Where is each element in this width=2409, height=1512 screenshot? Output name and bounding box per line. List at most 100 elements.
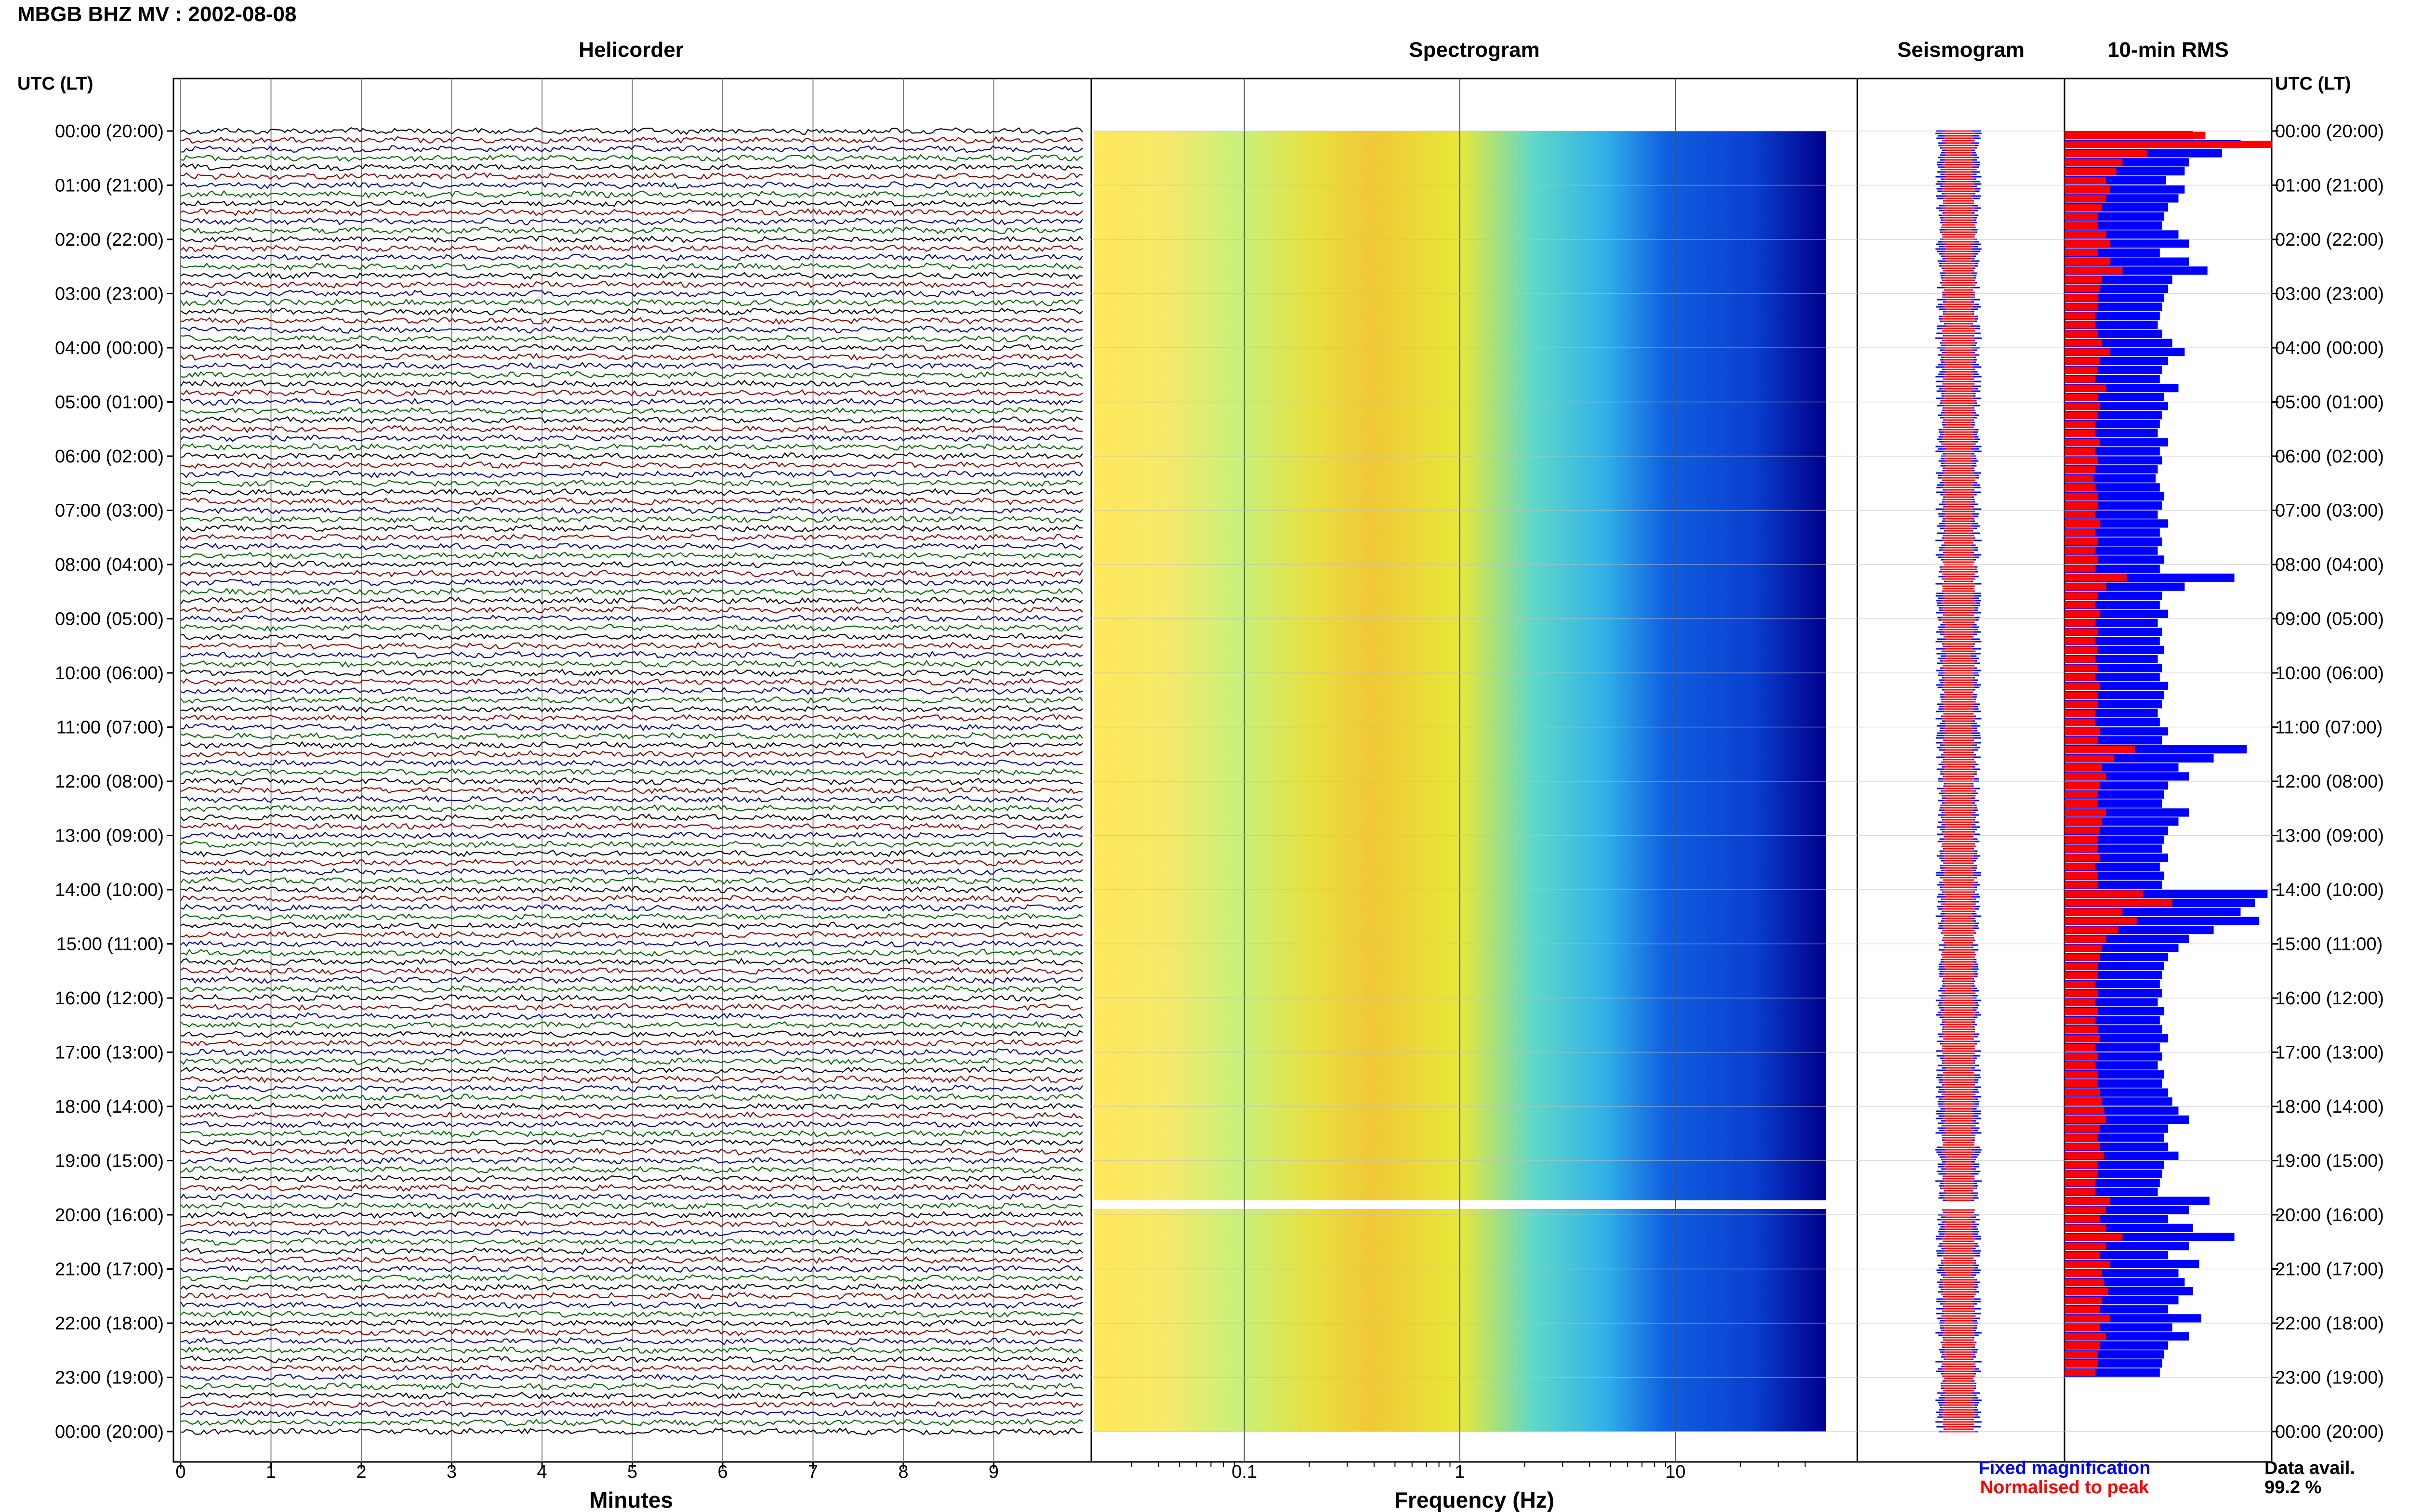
rms-bar-normalised	[2065, 890, 2144, 898]
hour-label-left: 13:00 (09:00)	[55, 826, 164, 846]
rms-bar-normalised	[2065, 231, 2106, 238]
helicorder-trace	[180, 425, 1083, 434]
rms-bar-normalised	[2065, 1324, 2100, 1331]
hour-label-left: 23:00 (19:00)	[55, 1368, 164, 1388]
rms-bar-normalised	[2065, 1161, 2098, 1169]
helicorder-trace	[180, 596, 1083, 605]
helicorder-trace	[180, 976, 1083, 984]
rms-bar-normalised	[2065, 439, 2100, 446]
rms-bar-normalised	[2065, 845, 2098, 853]
helicorder-trace	[180, 651, 1083, 659]
helicorder-trace	[180, 1409, 1083, 1418]
rms-bar-normalised	[2065, 375, 2096, 383]
rms-bar-normalised	[2065, 150, 2147, 157]
hour-label-left: 09:00 (05:00)	[55, 609, 164, 630]
rms-bar-normalised	[2065, 249, 2098, 256]
rms-bar-normalised	[2065, 493, 2098, 500]
helicorder-trace	[180, 1012, 1083, 1020]
rms-bar-normalised	[2065, 664, 2098, 672]
helicorder-trace	[180, 1075, 1083, 1084]
hour-label-left: 12:00 (08:00)	[55, 772, 164, 792]
helicorder-trace	[180, 904, 1083, 912]
rms-bar-normalised	[2065, 800, 2098, 807]
rms-bar-normalised	[2065, 1017, 2096, 1024]
helicorder-trace	[180, 1328, 1083, 1337]
helicorder-trace	[180, 452, 1083, 460]
hour-label-right: 13:00 (09:00)	[2275, 826, 2384, 846]
spectrogram-title: Spectrogram	[1409, 38, 1539, 62]
rms-bar-normalised	[2065, 1107, 2104, 1115]
helicorder-trace	[180, 515, 1083, 524]
time-axis-labels: 00:00 (20:00) 00:00 (20:00) 01:00 (21:00) 0…	[55, 121, 2384, 1442]
rms-bar-normalised	[2065, 258, 2110, 265]
helicorder-trace	[180, 533, 1083, 542]
helicorder-trace	[180, 497, 1083, 506]
rms-bar-normalised	[2065, 312, 2096, 320]
helicorder-trace	[181, 777, 1083, 786]
rms-bar-normalised	[2065, 881, 2098, 889]
rms-bar-normalised	[2065, 1134, 2098, 1142]
rms-bar-normalised	[2065, 583, 2106, 591]
rms-bar-normalised	[2065, 330, 2098, 338]
helicorder-trace	[180, 1139, 1083, 1147]
station-title: MBGB BHZ MV : 2002-08-08	[17, 2, 296, 26]
helicorder-trace	[180, 1193, 1083, 1201]
hour-label-left: 08:00 (04:00)	[55, 555, 164, 575]
helicorder-trace	[180, 1156, 1083, 1165]
helicorder-trace	[180, 1355, 1083, 1364]
helicorder-trace	[180, 479, 1083, 487]
hour-label-left: 10:00 (06:00)	[55, 663, 164, 684]
helicorder-trace	[180, 1373, 1083, 1381]
rms-bar-normalised	[2065, 168, 2117, 175]
seismogram-panel	[1856, 78, 2065, 1463]
helicorder-trace	[180, 921, 1083, 930]
rms-bar-normalised	[2065, 204, 2102, 211]
right-axis-header: UTC (LT)	[2275, 74, 2351, 94]
rms-bar-normalised	[2065, 276, 2102, 284]
helicorder-trace	[180, 876, 1083, 885]
left-axis-header: UTC (LT)	[17, 74, 93, 94]
helicorder-trace	[180, 868, 1083, 876]
spectrogram-panel: 0.1 1 10	[1090, 78, 1858, 1482]
helicorder-trace	[180, 127, 1083, 135]
rms-bar-normalised	[2065, 637, 2096, 645]
hour-label-left: 21:00 (17:00)	[55, 1260, 164, 1280]
helicorder-trace	[180, 1057, 1083, 1065]
rms-bar-normalised	[2065, 1152, 2104, 1159]
helicorder-trace	[180, 696, 1083, 704]
rms-bar-normalised	[2065, 719, 2096, 726]
hour-label-right: 18:00 (14:00)	[2275, 1097, 2384, 1117]
helicorder-trace	[180, 723, 1083, 732]
rms-bar-normalised	[2065, 854, 2100, 862]
rms-bar-normalised	[2065, 1197, 2110, 1205]
helicorder-trace	[180, 335, 1083, 343]
helicorder-trace	[180, 353, 1083, 361]
helicorder-trace	[180, 506, 1083, 514]
rms-bar-normalised	[2065, 872, 2098, 880]
hour-label-left: 00:00 (20:00)	[55, 1422, 164, 1442]
rms-bar-normalised	[2065, 475, 2094, 482]
hour-label-left: 20:00 (16:00)	[55, 1205, 164, 1225]
helicorder-trace	[180, 1382, 1083, 1391]
helicorder-trace	[180, 958, 1083, 966]
hour-label-left: 00:00 (20:00)	[55, 121, 164, 142]
rms-bar-normalised	[2065, 1062, 2096, 1069]
helicorder-trace	[180, 1391, 1083, 1400]
hour-label-right: 06:00 (02:00)	[2275, 447, 2384, 467]
helicorder-trace	[180, 1111, 1083, 1119]
helicorder-tick-label: 4	[537, 1462, 547, 1482]
hour-label-right: 09:00 (05:00)	[2275, 609, 2384, 630]
legend-fixed: Fixed magnification	[1979, 1458, 2151, 1478]
rms-bar-normalised	[2065, 999, 2096, 1006]
rms-bar-normalised	[2065, 1179, 2096, 1187]
helicorder-trace	[180, 1229, 1083, 1237]
rms-bar-normalised	[2065, 1242, 2106, 1250]
helicorder-trace	[180, 461, 1083, 469]
helicorder-tick-label: 9	[989, 1462, 999, 1482]
helicorder-trace	[180, 705, 1083, 713]
helicorder-trace	[180, 1247, 1083, 1255]
rms-bar-normalised	[2065, 746, 2135, 753]
helicorder-trace	[180, 578, 1083, 587]
rms-bar-normalised	[2065, 700, 2098, 708]
